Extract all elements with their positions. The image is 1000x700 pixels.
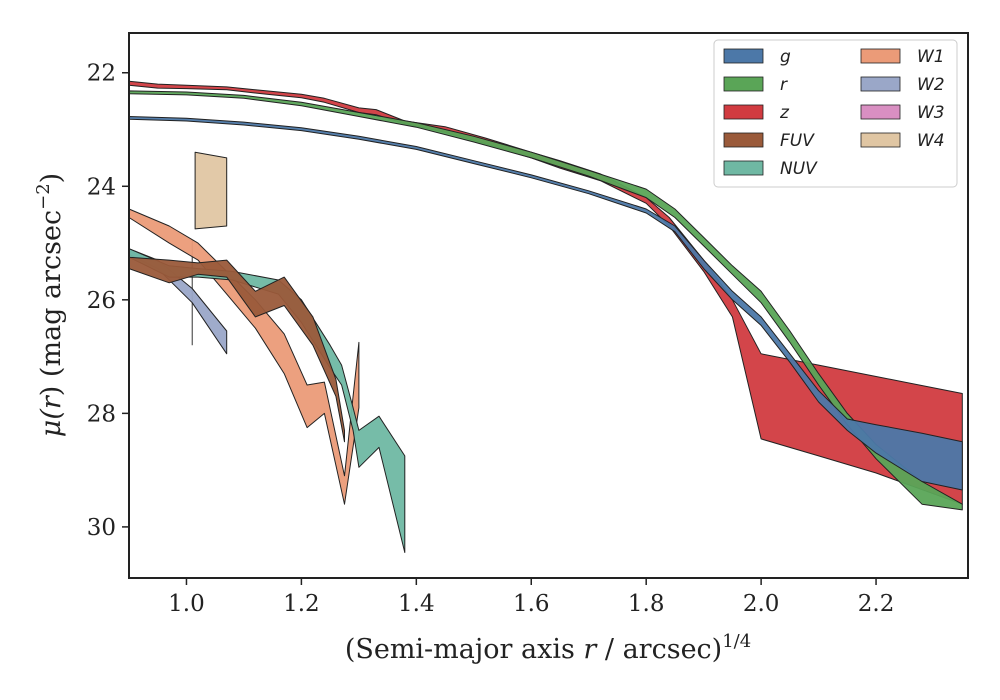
y-tick-label: 30 (87, 515, 116, 541)
y-tick-label: 24 (87, 174, 116, 200)
legend-label-z: z (779, 103, 790, 123)
legend-label-g: g (780, 47, 791, 67)
legend-label-nuv: NUV (780, 159, 818, 179)
band-r (128, 90, 963, 511)
legend-label-w4: W4 (917, 131, 945, 151)
legend-swatch-w3 (860, 104, 901, 120)
legend-swatch-g (723, 48, 764, 64)
legend-label-w1: W1 (917, 47, 945, 67)
band-fuv (128, 256, 345, 443)
plot-frame (128, 32, 969, 579)
legend-swatch-w4 (860, 132, 901, 148)
legend: grz FUV NUV W1 W2 W3 W4 (713, 39, 958, 188)
y-tick-label: 22 (87, 61, 116, 87)
legend-swatch-w2 (860, 76, 901, 92)
x-axis-title: (Semi-major axis r / arcsec)1/4 (345, 631, 751, 665)
y-tick-label: 26 (87, 288, 116, 314)
x-tick-label: 1.0 (168, 591, 205, 617)
legend-label-r: r (780, 75, 788, 95)
band-g (128, 116, 963, 491)
legend-swatch-nuv (723, 160, 764, 176)
series-bands (128, 80, 963, 553)
x-tick-label: 1.2 (283, 591, 320, 617)
x-tick-label: 2.0 (743, 591, 780, 617)
x-tick-label: 1.4 (398, 591, 435, 617)
x-tick-label: 1.6 (513, 591, 550, 617)
legend-swatch-fuv (723, 132, 764, 148)
legend-swatch-z (723, 104, 764, 120)
legend-swatch-r (723, 76, 764, 92)
legend-swatch-w1 (860, 48, 901, 64)
legend-label-w2: W2 (917, 75, 945, 95)
y-axis: 22 24 26 28 30 (87, 61, 129, 541)
x-tick-label: 1.8 (628, 591, 665, 617)
x-axis: 1.0 1.2 1.4 1.6 1.8 2.0 2.2 (168, 578, 894, 617)
y-tick-label: 28 (87, 401, 116, 427)
legend-label-fuv: FUV (780, 131, 815, 151)
legend-label-w3: W3 (917, 103, 945, 123)
band-w4 (194, 151, 228, 230)
x-tick-label: 2.2 (858, 591, 895, 617)
y-axis-title: μ(r) (mag arcsec−2) (33, 173, 67, 437)
